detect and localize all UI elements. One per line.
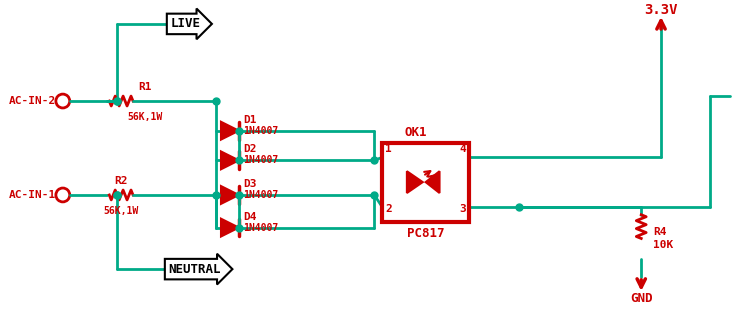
Text: 3.3V: 3.3V (644, 3, 678, 17)
Text: R4: R4 (653, 227, 667, 237)
Text: 1: 1 (386, 144, 392, 154)
Polygon shape (426, 171, 439, 193)
Text: GND: GND (630, 292, 652, 305)
Text: 1N4007: 1N4007 (243, 190, 278, 200)
Polygon shape (221, 151, 238, 169)
Text: 10K: 10K (653, 240, 674, 250)
Text: AC-IN-1: AC-IN-1 (9, 190, 56, 200)
Text: 1N4007: 1N4007 (243, 155, 278, 165)
Text: 56K,1W: 56K,1W (128, 112, 163, 122)
Text: AC-IN-2: AC-IN-2 (9, 96, 56, 106)
Text: 1N4007: 1N4007 (243, 222, 278, 233)
Text: NEUTRAL: NEUTRAL (169, 263, 221, 276)
Polygon shape (221, 219, 238, 236)
Text: OK1: OK1 (404, 126, 427, 139)
FancyBboxPatch shape (382, 142, 470, 222)
Text: D1: D1 (243, 115, 256, 125)
Text: 2: 2 (386, 204, 392, 214)
Text: PC817: PC817 (407, 227, 445, 240)
Polygon shape (221, 122, 238, 140)
Text: R1: R1 (139, 82, 152, 92)
Text: D4: D4 (243, 212, 256, 222)
Text: 1N4007: 1N4007 (243, 126, 278, 136)
Text: R2: R2 (115, 176, 128, 186)
Polygon shape (407, 171, 423, 193)
Polygon shape (221, 186, 238, 204)
Text: LIVE: LIVE (170, 17, 200, 30)
Text: D3: D3 (243, 179, 256, 189)
Text: 3: 3 (459, 204, 466, 214)
Text: 56K,1W: 56K,1W (104, 206, 139, 216)
Text: 4: 4 (459, 144, 466, 154)
Text: D2: D2 (243, 145, 256, 154)
